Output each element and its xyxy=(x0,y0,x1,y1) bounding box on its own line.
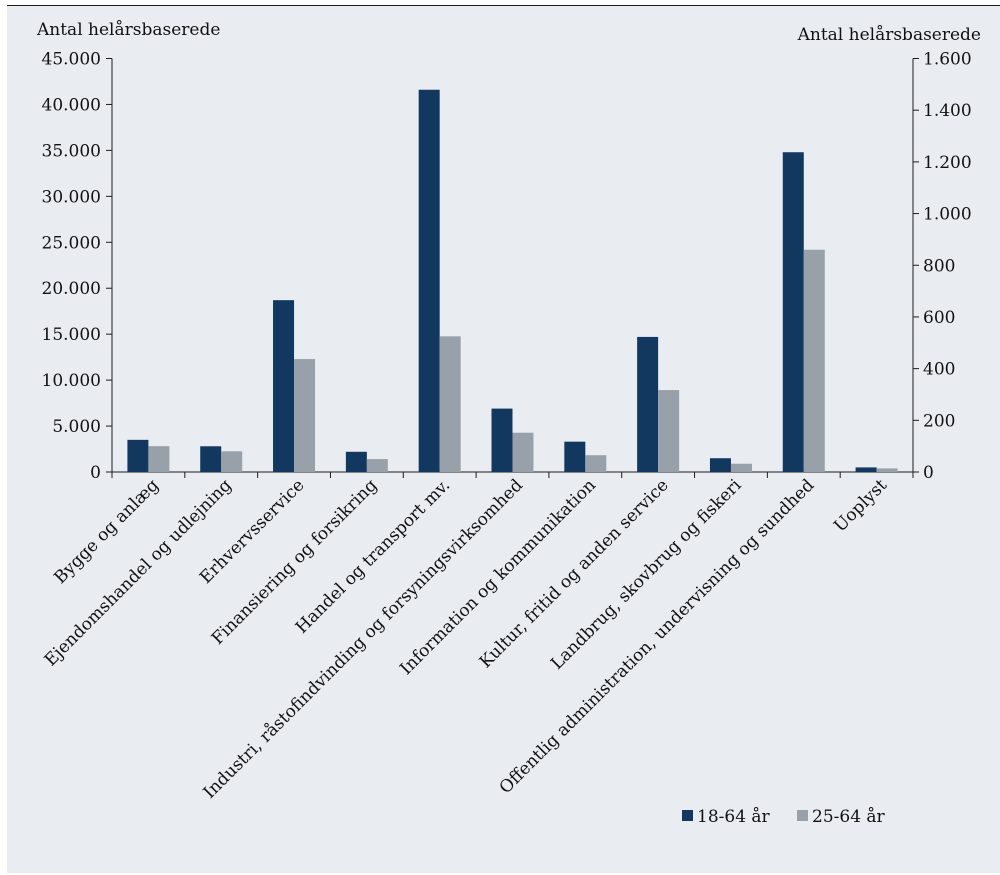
legend-label: 25-64 år xyxy=(812,807,886,827)
legend-label: 18-64 år xyxy=(697,807,771,827)
bar-18-64 xyxy=(273,300,295,472)
bar-25-64 xyxy=(658,390,680,472)
bar-25-64 xyxy=(730,463,752,472)
right-tick-label: 400 xyxy=(923,360,955,380)
bar-18-64 xyxy=(564,441,586,472)
left-axis-title: Antal helårsbaserede xyxy=(36,20,220,40)
bar-chart: Antal helårsbaserede Antal helårsbasered… xyxy=(7,5,1000,827)
right-tick-label: 1.200 xyxy=(923,153,972,173)
left-tick-label: 30.000 xyxy=(42,187,101,207)
right-tick-label: 600 xyxy=(923,308,955,328)
right-axis: 0 200 400 600 800 1.000 1.200 1.400 1.600 xyxy=(912,50,972,483)
bar-25-64 xyxy=(294,359,316,472)
bar-25-64 xyxy=(876,468,898,472)
bar-25-64 xyxy=(585,455,607,472)
right-tick-label: 200 xyxy=(923,411,955,431)
left-tick-label: 25.000 xyxy=(42,233,101,253)
category-label: Handel og transport mv. xyxy=(292,475,454,637)
bar-25-64 xyxy=(803,249,825,472)
left-tick-label: 35.000 xyxy=(42,141,101,161)
chart-area: Antal helårsbaserede Antal helårsbasered… xyxy=(7,5,1000,873)
left-tick-label: 20.000 xyxy=(42,279,101,299)
bar-25-64 xyxy=(439,336,461,472)
bar-18-64 xyxy=(782,152,804,472)
bar-18-64 xyxy=(637,336,659,472)
bar-25-64 xyxy=(221,451,243,472)
right-tick-label: 1.600 xyxy=(923,50,972,70)
bar-18-64 xyxy=(200,446,222,472)
left-axis: 0 5.000 10.000 15.000 20.000 25.000 30.000 35.0… xyxy=(42,50,913,483)
right-axis-title: Antal helårsbaserede xyxy=(797,25,981,45)
category-label: Uoplyst xyxy=(830,475,891,536)
left-tick-label: 10.000 xyxy=(42,371,101,391)
bar-18-64 xyxy=(418,89,440,473)
bar-18-64 xyxy=(345,451,367,472)
bar-18-64 xyxy=(127,439,149,472)
legend-swatch xyxy=(682,810,693,821)
left-tick-label: 45.000 xyxy=(42,50,101,70)
bar-18-64 xyxy=(709,458,731,472)
bar-25-64 xyxy=(148,446,170,472)
bar-25-64 xyxy=(512,432,534,472)
left-tick-label: 40.000 xyxy=(42,95,101,115)
legend: 18-64 år 25-64 år xyxy=(682,807,886,827)
left-tick-label: 15.000 xyxy=(42,325,101,345)
left-tick-label: 5.000 xyxy=(52,417,101,437)
right-tick-label: 0 xyxy=(923,463,934,483)
right-tick-label: 1.000 xyxy=(923,205,972,225)
left-tick-label: 0 xyxy=(90,463,101,483)
bars xyxy=(111,89,914,478)
legend-swatch xyxy=(797,810,808,821)
bar-25-64 xyxy=(366,459,388,472)
right-tick-label: 1.400 xyxy=(923,101,972,121)
bar-18-64 xyxy=(855,467,877,472)
right-tick-label: 800 xyxy=(923,256,955,276)
bar-18-64 xyxy=(491,408,513,472)
